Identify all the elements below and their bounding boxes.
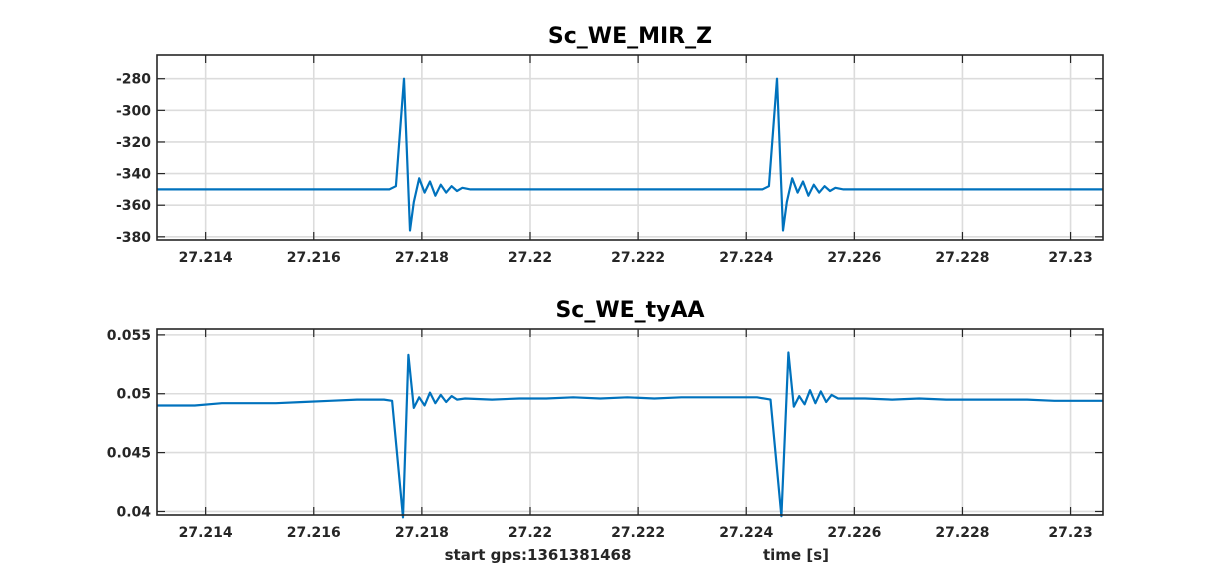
y-tick-label: -280	[116, 72, 151, 88]
x-tick-label: 27.224	[719, 250, 773, 266]
x-tick-label: 27.216	[287, 525, 341, 541]
plot-tyaa: Sc_WE_tyAA 27.214 27.216 27.218 27.22 27.222…	[107, 298, 1104, 541]
x-tick-label: 27.22	[508, 525, 552, 541]
y-tick-label: -360	[116, 198, 151, 214]
x-tick-label: 27.222	[611, 525, 665, 541]
x-tick-label: 27.226	[827, 250, 881, 266]
y-tick-label: 0.055	[107, 328, 151, 344]
y-tick-label: -380	[116, 230, 151, 246]
y-tick-label: -320	[116, 135, 151, 151]
x-axis-label: time [s]	[763, 546, 829, 564]
x-tick-label: 27.224	[719, 525, 773, 541]
x-tick-label: 27.218	[395, 525, 449, 541]
grid	[157, 55, 1103, 240]
x-tick-label: 27.228	[935, 525, 989, 541]
x-tick-label: 27.23	[1048, 250, 1092, 266]
ticks: 27.214 27.216 27.218 27.22 27.222 27.224 27.22…	[107, 328, 1103, 541]
plot-title: Sc_WE_tyAA	[555, 298, 704, 323]
x-tick-label: 27.228	[935, 250, 989, 266]
x-tick-label: 27.218	[395, 250, 449, 266]
series-layer	[157, 351, 1103, 519]
series-layer	[157, 77, 1103, 232]
y-tick-label: -300	[116, 103, 151, 119]
y-tick-label: 0.05	[116, 387, 151, 403]
y-tick-label: 0.04	[116, 504, 151, 520]
y-tick-label: 0.045	[107, 446, 151, 462]
x-tick-label: 27.23	[1048, 525, 1092, 541]
ticks: 27.214 27.216 27.218 27.22 27.222 27.224 27.22…	[116, 55, 1103, 266]
grid	[157, 329, 1103, 515]
x-tick-label: 27.226	[827, 525, 881, 541]
x-tick-label: 27.214	[179, 525, 233, 541]
axes-box	[156, 328, 1104, 516]
x-tick-label: 27.22	[508, 250, 552, 266]
plot-mir-z: Sc_WE_MIR_Z 27.214 27.216 27.218 27.22 27.22…	[116, 24, 1104, 266]
plot-title: Sc_WE_MIR_Z	[548, 24, 712, 49]
y-tick-label: -340	[116, 167, 151, 183]
x-tick-label: 27.222	[611, 250, 665, 266]
axes-box	[156, 54, 1104, 241]
x-tick-label: 27.216	[287, 250, 341, 266]
series-line	[157, 351, 1103, 519]
start-gps-label: start gps:1361381468	[445, 546, 632, 564]
x-tick-label: 27.214	[179, 250, 233, 266]
series-line	[157, 77, 1103, 232]
